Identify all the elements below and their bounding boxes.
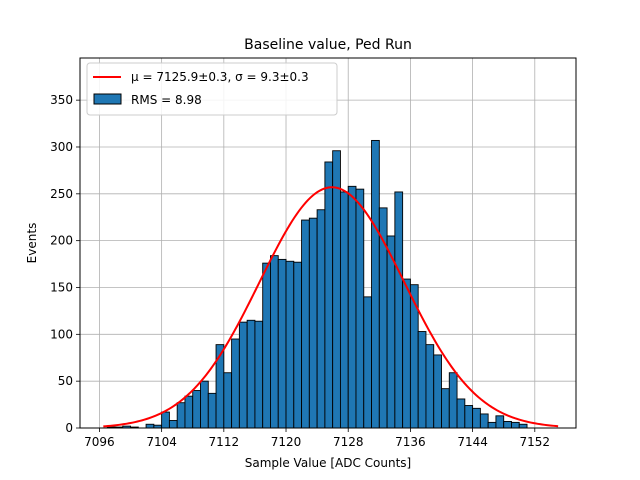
- legend-fit-label: μ = 7125.9±0.3, σ = 9.3±0.3: [131, 70, 309, 84]
- x-tick-label: 7120: [271, 435, 302, 449]
- histogram-bar: [223, 372, 233, 429]
- histogram-bar: [464, 405, 474, 429]
- histogram-bar: [448, 372, 458, 429]
- histogram-bar: [456, 398, 466, 429]
- histogram-bar: [402, 278, 411, 429]
- histogram-bar: [511, 421, 520, 429]
- histogram-bar: [238, 321, 248, 429]
- histogram-bar: [293, 261, 303, 429]
- histogram-bar: [231, 338, 240, 429]
- histogram-bar: [433, 354, 442, 429]
- histogram-bar: [324, 161, 334, 429]
- histogram-bar: [386, 235, 396, 429]
- y-tick-label: 50: [58, 374, 73, 388]
- histogram-bar: [503, 420, 512, 429]
- histogram-bar: [495, 415, 505, 429]
- y-tick-label: 350: [50, 93, 73, 107]
- histogram-bar: [270, 255, 279, 429]
- histogram-bar: [200, 380, 209, 429]
- histogram-bar: [363, 296, 372, 429]
- x-axis-ticks: 7096 7104 7112 7120 7128 7136 7144 7152: [84, 428, 550, 449]
- histogram-bar: [145, 423, 155, 429]
- histogram-bar: [161, 411, 170, 429]
- histogram-bar: [347, 185, 357, 429]
- histogram-bar: [285, 260, 295, 429]
- y-tick-label: 300: [50, 140, 73, 154]
- chart-title: Baseline value, Ped Run: [244, 37, 412, 53]
- y-axis-label: Events: [25, 223, 39, 264]
- histogram-bar: [425, 344, 435, 429]
- histogram-bar: [518, 423, 528, 429]
- histogram-bar: [355, 188, 365, 429]
- histogram-bar: [192, 390, 201, 429]
- legend-hist-label: RMS = 8.98: [131, 93, 202, 107]
- y-tick-label: 100: [50, 327, 73, 341]
- y-tick-label: 0: [65, 421, 73, 435]
- legend: μ = 7125.9±0.3, σ = 9.3±0.3 RMS = 8.98: [86, 62, 338, 116]
- histogram-bar: [246, 319, 256, 429]
- y-tick-label: 150: [50, 280, 73, 294]
- histogram-bar: [371, 139, 380, 429]
- x-tick-label: 7144: [457, 435, 488, 449]
- x-axis-label: Sample Value [ADC Counts]: [245, 456, 411, 470]
- x-tick-label: 7152: [520, 435, 551, 449]
- x-tick-label: 7112: [209, 435, 240, 449]
- histogram-bars: [106, 139, 528, 429]
- y-tick-label: 250: [50, 187, 73, 201]
- histogram-bar: [417, 331, 427, 429]
- histogram-bar: [277, 258, 287, 429]
- x-tick-label: 7136: [395, 435, 426, 449]
- histogram-bar: [262, 262, 271, 429]
- histogram-bar: [394, 191, 404, 429]
- y-axis-ticks: 0 50 100 150 200 250 300 350: [50, 93, 80, 435]
- legend-box: [86, 62, 338, 116]
- histogram-bar: [168, 420, 178, 429]
- histogram-bar: [472, 407, 481, 429]
- histogram-bar: [332, 150, 341, 429]
- histogram-bar: [441, 388, 450, 429]
- histogram-bar: [301, 219, 310, 429]
- histogram-bar: [207, 392, 217, 429]
- y-tick-label: 200: [50, 234, 73, 248]
- x-tick-label: 7104: [146, 435, 177, 449]
- histogram-bar: [487, 421, 497, 429]
- histogram-bar: [184, 395, 194, 429]
- plot-frame: [79, 57, 577, 429]
- histogram-bar: [316, 209, 326, 429]
- gaussian-fit-curve: [103, 186, 559, 428]
- x-tick-label: 7096: [84, 435, 115, 449]
- legend-hist-swatch: [93, 93, 122, 105]
- histogram-bar: [176, 402, 186, 429]
- histogram-bar: [339, 191, 349, 429]
- histogram-bar: [479, 413, 489, 429]
- x-tick-label: 7128: [333, 435, 364, 449]
- histogram-bar: [308, 217, 318, 429]
- histogram-bar: [254, 320, 264, 429]
